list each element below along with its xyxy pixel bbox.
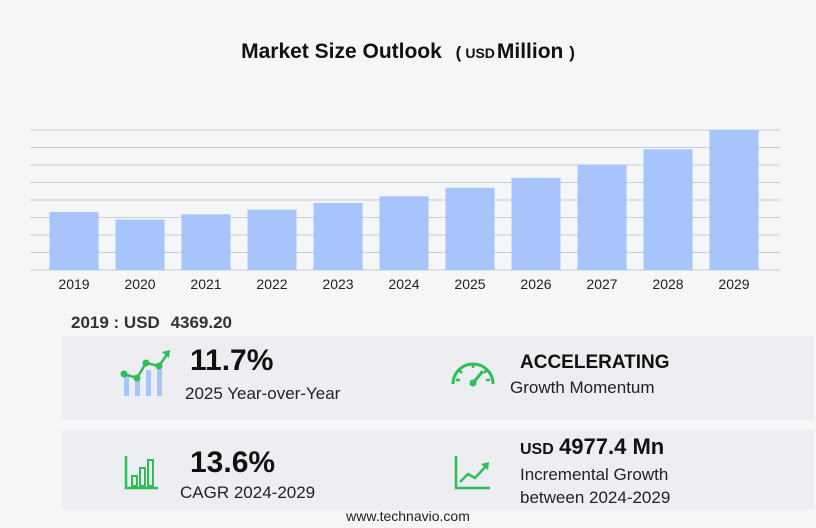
momentum-value: ACCELERATING bbox=[520, 352, 670, 373]
x-tick-label: 2020 bbox=[124, 276, 155, 292]
yoy-value: 11.7% bbox=[190, 344, 274, 377]
bar-2026 bbox=[511, 177, 561, 270]
x-tick-label: 2019 bbox=[58, 276, 89, 292]
x-tick-label: 2025 bbox=[454, 276, 485, 292]
cagr-label: CAGR 2024-2029 bbox=[180, 483, 316, 502]
bar-2022 bbox=[247, 209, 297, 270]
title-paren-open: ( bbox=[455, 43, 462, 62]
bar-2027 bbox=[577, 164, 627, 270]
title-text: Market Size Outlook bbox=[241, 40, 442, 63]
yoy-label: 2025 Year-over-Year bbox=[185, 384, 341, 403]
bar-2028 bbox=[643, 149, 693, 270]
incremental-label-1: Incremental Growth bbox=[520, 465, 669, 484]
trend-line-icon bbox=[454, 456, 490, 490]
kpi-panel-top bbox=[62, 336, 814, 420]
chart-x-ticks: 2019 2020 2021 2022 2023 2024 2025 2026 2027 2028… bbox=[58, 276, 749, 292]
x-tick-label: 2028 bbox=[652, 276, 683, 292]
x-tick-label: 2024 bbox=[388, 276, 419, 292]
growth-chart-icon bbox=[120, 350, 170, 396]
base-year-label: 2019 : USD bbox=[71, 313, 160, 332]
incremental-value: USD 4977.4 Mn bbox=[520, 434, 664, 460]
bar-2021 bbox=[181, 214, 231, 270]
base-year-value: 2019 : USD 4369.20 bbox=[71, 313, 232, 333]
title-paren-close: ) bbox=[569, 43, 575, 62]
x-tick-label: 2027 bbox=[586, 276, 617, 292]
x-tick-label: 2026 bbox=[520, 276, 551, 292]
momentum-label: Growth Momentum bbox=[510, 378, 655, 397]
speedometer-icon bbox=[451, 362, 495, 387]
bar-2023 bbox=[313, 202, 363, 270]
bar-2029 bbox=[709, 130, 759, 270]
incremental-unit: USD bbox=[520, 441, 554, 458]
title-unit-word: Million bbox=[496, 40, 564, 63]
x-tick-label: 2029 bbox=[718, 276, 749, 292]
x-tick-label: 2023 bbox=[322, 276, 353, 292]
bar-2024 bbox=[379, 196, 429, 270]
title-unit: USD bbox=[465, 45, 495, 61]
bar-2025 bbox=[445, 187, 495, 270]
chart-title: Market Size Outlook (USDMillion ) bbox=[0, 40, 816, 64]
kpi-panel-bottom bbox=[62, 430, 814, 510]
cagr-value: 13.6% bbox=[190, 446, 276, 479]
base-year-number: 4369.20 bbox=[170, 313, 233, 332]
incremental-label-2: between 2024-2029 bbox=[520, 488, 671, 507]
bar-chart-icon bbox=[124, 456, 158, 490]
footer-site: www.technavio.com bbox=[346, 508, 470, 524]
chart-bars bbox=[49, 130, 759, 270]
bar-2020 bbox=[115, 219, 165, 270]
bar-chart: 2019 2020 2021 2022 2023 2024 2025 2026 2027 2028… bbox=[30, 129, 780, 292]
x-tick-label: 2021 bbox=[190, 276, 221, 292]
x-tick-label: 2022 bbox=[256, 276, 287, 292]
bar-2019 bbox=[49, 212, 99, 270]
incremental-number: 4977.4 Mn bbox=[559, 434, 665, 459]
